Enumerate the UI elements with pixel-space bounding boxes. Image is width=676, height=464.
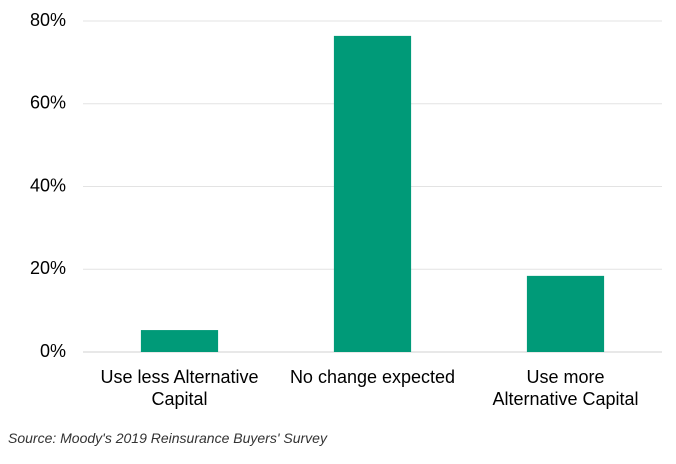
bar — [333, 35, 412, 353]
y-tick-label: 40% — [30, 175, 66, 195]
x-tick-label: Use more Alternative Capital — [492, 367, 639, 409]
bar — [526, 275, 605, 352]
bar — [140, 330, 219, 352]
x-tick-label: No change expected — [289, 367, 456, 387]
y-tick-label: 60% — [30, 93, 66, 113]
y-tick-label: 20% — [30, 258, 66, 278]
y-tick-label: 0% — [40, 341, 66, 361]
source-note: Source: Moody's 2019 Reinsurance Buyers'… — [8, 430, 327, 446]
y-tick-label: 80% — [30, 10, 66, 30]
x-tick-label: Use less Alternative Capital — [100, 367, 259, 409]
